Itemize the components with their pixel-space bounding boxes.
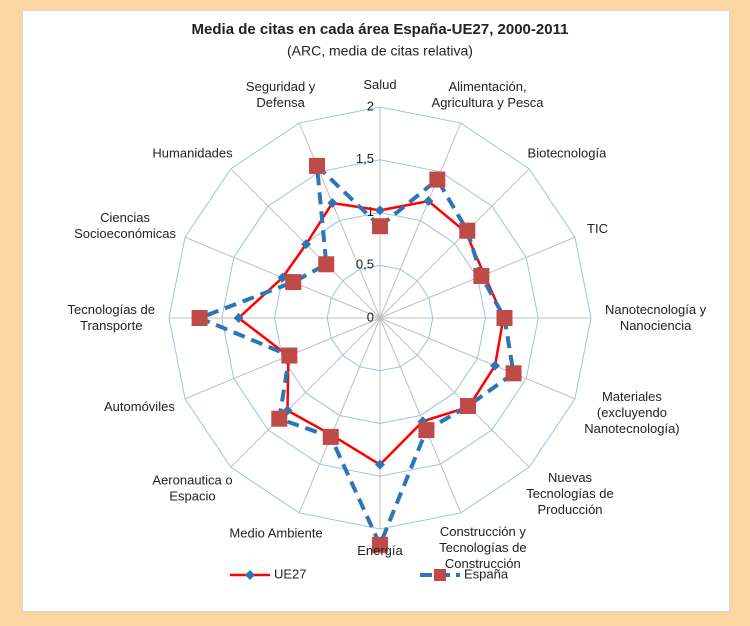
marker (372, 536, 388, 553)
category-label: Nanotecnología y Nanociencia (605, 302, 707, 333)
chart-area (22, 10, 730, 612)
marker (372, 218, 388, 235)
category-label: Humanidades (152, 145, 233, 161)
category-label: Construcción y Tecnologías de Construcci… (439, 524, 527, 572)
y-tick-label: 1,5 (356, 151, 374, 166)
category-label: Salud (363, 77, 397, 92)
marker (309, 157, 326, 174)
category-label: Seguridad y Defensa (245, 79, 316, 111)
category-label: Alimentación, Agricultura y Pesca (431, 79, 544, 111)
category-label: Automóviles (104, 399, 175, 415)
marker (375, 459, 385, 470)
marker (490, 360, 501, 371)
y-tick-label: 2 (367, 98, 374, 113)
category-label: Nuevas Tecnologías de Producción (526, 470, 614, 518)
series-line (194, 160, 516, 550)
legend-marker (245, 570, 255, 580)
spoke (379, 122, 462, 319)
y-tick-label: 0,5 (356, 257, 374, 272)
marker (459, 222, 476, 239)
category-label: Ciencias Socioeconómicas (74, 209, 177, 241)
y-tick-label: 0 (367, 309, 374, 324)
category-label: Energía (357, 543, 403, 558)
marker (473, 268, 490, 285)
spoke (379, 317, 462, 514)
marker (418, 422, 435, 439)
spoke (379, 168, 530, 319)
marker (460, 398, 477, 415)
spoke (379, 317, 576, 400)
category-label: Aeronautica o Espacio (152, 472, 233, 504)
category-label: Medio Ambiente (229, 525, 323, 541)
category-label: Tecnologías de Transporte (67, 302, 155, 333)
spoke (298, 317, 381, 514)
marker (423, 196, 434, 207)
legend-label: España (464, 566, 509, 581)
chart-title: Media de citas en cada área España-UE27,… (192, 21, 569, 38)
marker (271, 410, 288, 427)
marker (327, 197, 338, 208)
marker (429, 171, 446, 188)
legend-marker (434, 569, 446, 581)
spoke (230, 317, 381, 468)
chart-subtitle: (ARC, media de citas relativa) (287, 43, 473, 59)
marker (301, 239, 312, 250)
marker (505, 365, 522, 382)
marker (375, 205, 385, 216)
category-label: Biotecnología (527, 145, 607, 161)
y-tick-label: 1 (367, 204, 374, 219)
legend-label: UE27 (274, 566, 307, 581)
spoke (379, 317, 530, 468)
spoke (298, 122, 381, 319)
marker (285, 274, 302, 291)
marker (233, 313, 244, 323)
marker (281, 347, 298, 364)
marker (318, 256, 335, 273)
marker (322, 428, 339, 445)
marker (191, 310, 208, 326)
marker (277, 272, 288, 283)
marker (496, 310, 513, 326)
category-label: Materiales (excluyendo Nanotecnología) (584, 389, 680, 437)
category-label: TIC (587, 220, 609, 236)
